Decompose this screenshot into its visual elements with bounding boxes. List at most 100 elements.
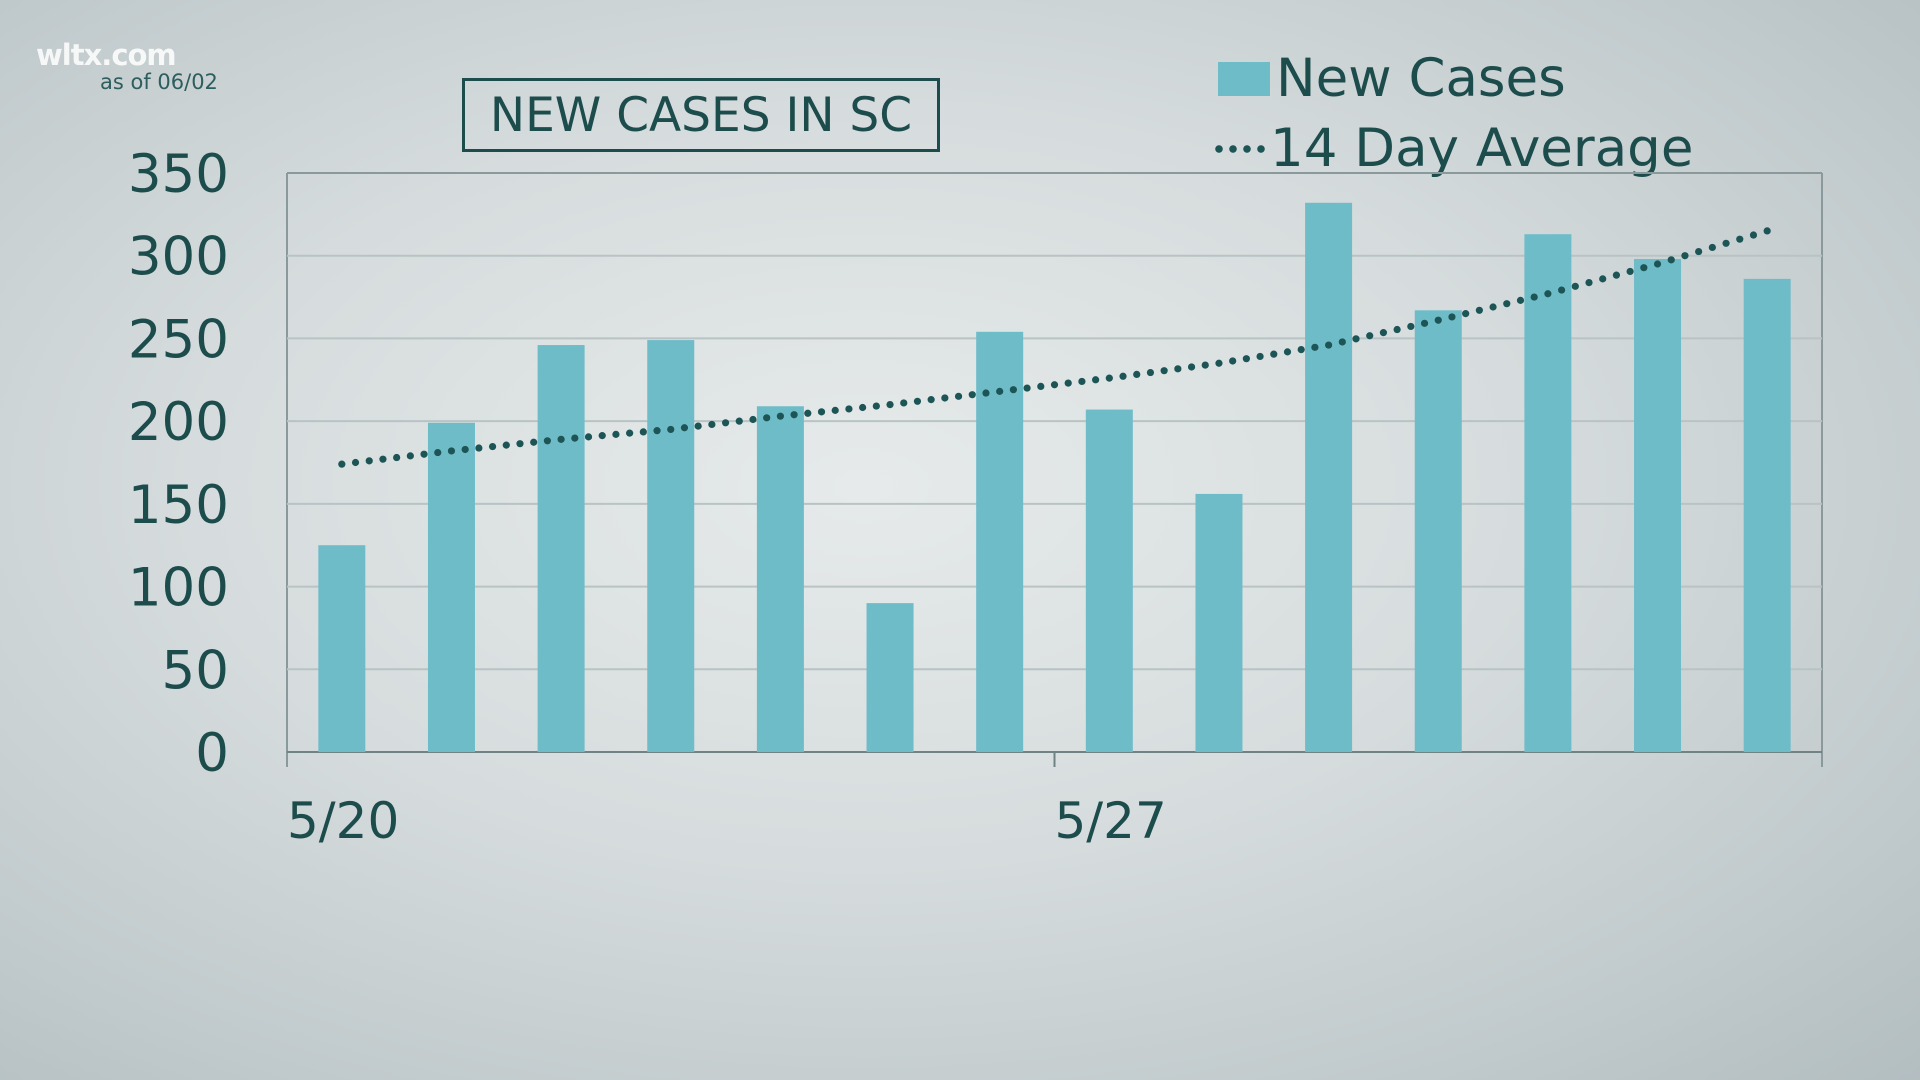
average-dot [1420,319,1429,327]
average-dot [708,420,716,429]
average-dot [406,452,414,460]
average-dot [1503,300,1511,308]
average-dot [1571,282,1579,290]
average-dot [680,424,689,432]
y-tick-label: 350 [128,144,229,205]
y-tick-label: 200 [128,392,229,453]
bar-5/29 [1305,202,1353,752]
average-dot [1283,348,1292,356]
y-tick-label: 100 [128,558,229,619]
average-dot [1146,368,1155,377]
average-dot [927,396,935,404]
average-dot [1215,359,1223,367]
average-dot [859,403,867,412]
bar-5/22 [537,345,585,752]
average-dot [1736,235,1744,243]
average-dot [996,387,1004,395]
average-dot [804,409,812,417]
bar-6/02 [1743,278,1791,752]
y-tick-label: 150 [128,475,229,536]
average-dot [653,427,661,435]
average-dot [1270,350,1278,358]
bar-5/28 [1195,493,1243,752]
as-of-date: as of 06/02 [100,70,218,94]
y-tick-label: 50 [162,640,229,701]
average-dot [639,428,647,436]
average-dot [1229,357,1237,365]
average-dot [502,441,510,449]
average-dot [1585,278,1593,287]
average-dot [1187,363,1196,371]
bar-5/31 [1524,234,1572,753]
bar-5/20 [318,545,366,752]
average-dot [982,389,990,397]
x-tick-label: 5/20 [287,792,399,850]
average-dot [1311,343,1319,351]
average-dot [1722,239,1730,247]
legend-average-label: 14 Day Average [1270,118,1694,179]
average-dot [1242,355,1250,363]
average-dot [1379,329,1388,337]
average-dot [1544,290,1552,298]
bar-5/21 [427,422,475,752]
bar-5/26 [976,331,1024,752]
average-dot [1695,247,1703,256]
average-dot [1092,376,1100,384]
average-dot [941,394,949,402]
average-dot [721,419,730,427]
average-dot [1023,384,1031,392]
average-dot [543,437,552,445]
average-dot [900,399,908,407]
average-dot [379,455,387,463]
average-dot [1325,341,1333,349]
average-dot [1050,381,1059,389]
average-dot [817,408,826,416]
average-dot [954,392,963,400]
average-dot [1009,386,1017,394]
x-tick-label: 5/27 [1055,792,1167,850]
average-dot [763,414,771,422]
average-dot [447,447,456,455]
average-dot [1037,382,1045,391]
average-dot [1667,256,1675,264]
average-dot [1201,361,1209,369]
average-dot [1119,372,1127,380]
average-dot [1174,365,1182,373]
average-dot [1256,352,1264,361]
legend-dotted-line-swatch [1212,143,1268,154]
average-dot [393,453,401,462]
average-dot [1434,316,1442,324]
average-dot [1407,322,1415,331]
bar-5/27 [1085,409,1133,752]
average-dot [1763,227,1771,235]
average-dot [872,402,880,410]
average-dot [1297,345,1305,354]
chart-title: NEW CASES IN SC [462,78,940,152]
average-dot [626,429,634,437]
average-dot [694,422,702,430]
average-dot [1681,252,1689,260]
legend-new-cases-label: New Cases [1276,48,1566,109]
average-dot [530,438,538,446]
average-dot [913,397,922,405]
average-dot [845,405,853,413]
average-dot [1489,303,1497,311]
average-dot [1064,379,1072,387]
average-dot [365,457,373,465]
average-dot [1078,377,1086,386]
average-dot [1599,275,1607,283]
average-dot [1626,267,1634,276]
average-dot [516,440,524,448]
average-dot [968,391,976,399]
average-dot [1640,264,1648,272]
average-dot [338,460,346,468]
legend-bar-swatch [1218,61,1270,96]
average-dot [571,434,579,442]
average-dot [1612,271,1621,279]
bar-6/01 [1634,259,1682,752]
average-dot [557,435,565,443]
bar-5/24 [756,406,804,752]
average-dot [1462,310,1470,318]
legend-14-day-average: 14 Day Average [1212,118,1693,179]
